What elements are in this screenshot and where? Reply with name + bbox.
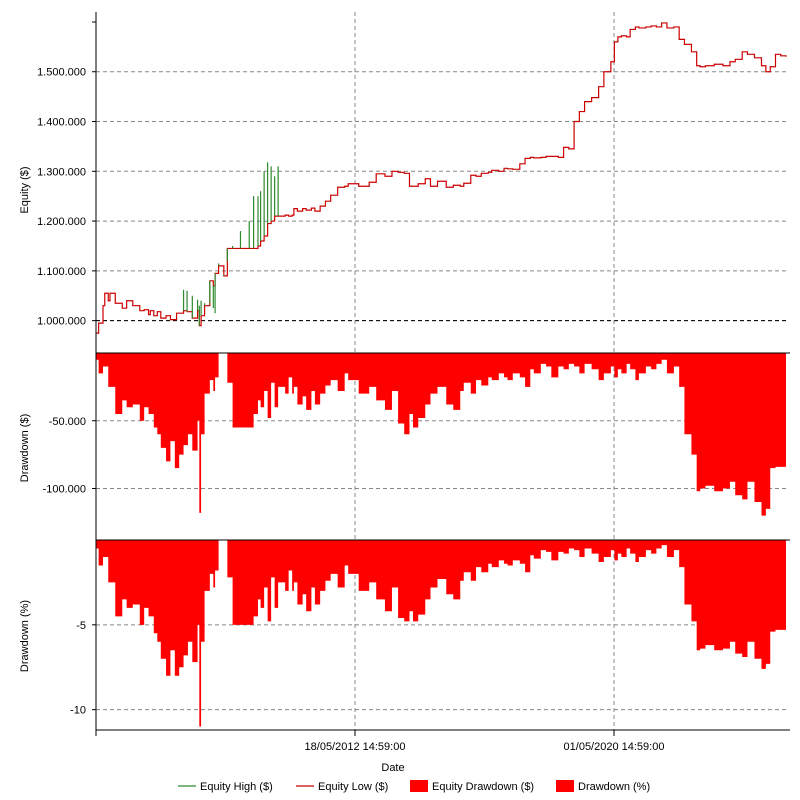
series-layer: [96, 22, 787, 727]
label-layer: Date Equity ($) Drawdown ($) Drawdown (%…: [19, 67, 664, 774]
x-axis-title: Date: [381, 762, 404, 774]
equity-y-tick-label: 1.400.000: [37, 117, 86, 129]
drawdown-percent-y-tick-label: -5: [76, 620, 86, 632]
legend-swatch: [556, 780, 574, 792]
x-tick-label-2020: 01/05/2020 14:59:00: [564, 741, 665, 753]
equity-y-tick-label: 1.100.000: [37, 266, 86, 278]
drawdown-percent-area-series: [96, 540, 786, 727]
drawdown-dollar-y-tick-label: -50.000: [49, 416, 86, 428]
equity-low-series: [96, 22, 787, 334]
equity-y-tick-label: 1.300.000: [37, 166, 86, 178]
legend-label: Equity High ($): [200, 781, 273, 793]
drawdown-percent-y-axis-title: Drawdown (%): [19, 600, 31, 672]
legend-label: Drawdown (%): [578, 781, 650, 793]
x-tick-label-2012: 18/05/2012 14:59:00: [305, 741, 406, 753]
legend: Equity High ($) Equity Low ($) Equity Draw…: [178, 780, 650, 793]
frame-layer: [92, 12, 790, 736]
legend-swatch: [410, 780, 428, 792]
drawdown-dollar-area-series: [96, 353, 786, 516]
drawdown-dollar-y-tick-label: -100.000: [43, 484, 86, 496]
equity-y-tick-label: 1.500.000: [37, 67, 86, 79]
legend-label: Equity Drawdown ($): [432, 781, 534, 793]
drawdown-percent-y-tick-label: -10: [70, 705, 86, 717]
legend-label: Equity Low ($): [318, 781, 388, 793]
equity-y-tick-label: 1.200.000: [37, 216, 86, 228]
grid-layer: [96, 12, 786, 730]
equity-y-tick-label: 1.000.000: [37, 316, 86, 328]
drawdown-dollar-y-axis-title: Drawdown ($): [19, 414, 31, 482]
equity-y-axis-title: Equity ($): [19, 166, 31, 213]
